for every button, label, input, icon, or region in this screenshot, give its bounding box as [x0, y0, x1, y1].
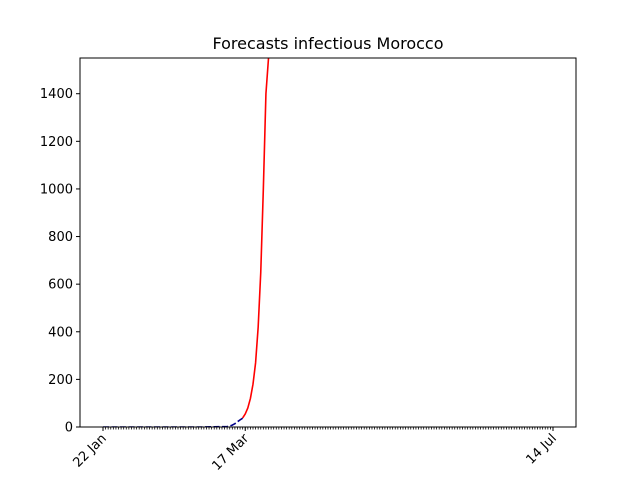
forecast-infectious-line: [241, 58, 270, 419]
y-tick-label: 400: [48, 325, 73, 340]
y-tick-label: 1200: [40, 135, 73, 150]
y-tick-label: 800: [48, 230, 73, 245]
y-tick-label: 0: [65, 421, 73, 436]
y-tick-label: 600: [48, 278, 73, 293]
chart-title: Forecasts infectious Morocco: [212, 34, 443, 53]
plot-frame: [79, 57, 577, 428]
y-tick-label: 200: [48, 373, 73, 388]
y-tick-label: 1400: [40, 87, 73, 102]
y-axis: 0 200 400 600 800 1000 1200 1400: [40, 87, 80, 436]
y-tick-label: 1000: [40, 182, 73, 197]
